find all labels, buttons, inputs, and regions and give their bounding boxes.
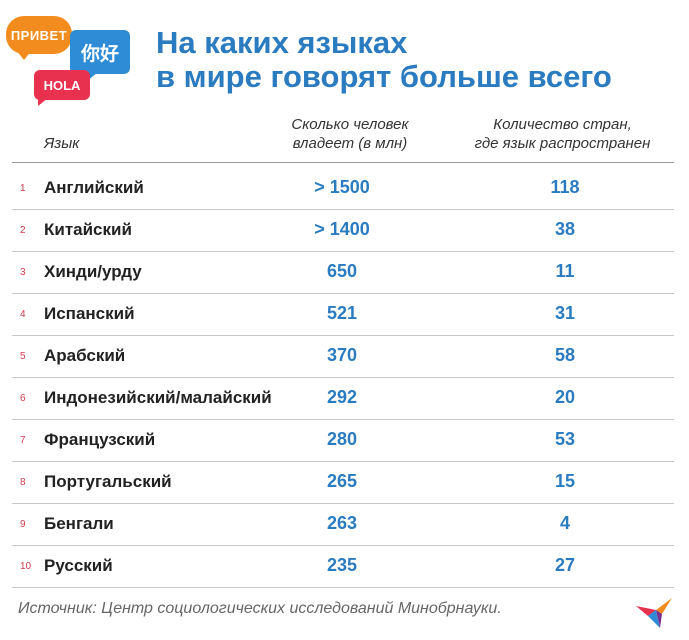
title-line-2: в мире говорят больше всего bbox=[156, 59, 612, 94]
header-divider bbox=[12, 162, 674, 163]
row-language: Китайский bbox=[44, 220, 132, 239]
row-speakers: 521 bbox=[326, 303, 358, 323]
row-rank: 5 bbox=[20, 351, 26, 362]
table-row: 6 Индонезийский/малайский 292 20 bbox=[12, 378, 674, 420]
row-speakers: 370 bbox=[326, 345, 358, 365]
privet-bubble: ПРИВЕТ bbox=[6, 16, 72, 54]
source-note: Источник: Центр социологических исследов… bbox=[18, 600, 502, 617]
table-row: 2 Китайский > 1400 38 bbox=[12, 210, 674, 252]
column-header-language: Язык bbox=[44, 135, 80, 152]
row-language: Бенгали bbox=[44, 514, 114, 533]
speakers-header-line-2: владеет (в млн) bbox=[292, 135, 408, 152]
row-countries: 38 bbox=[554, 219, 576, 239]
row-language: Индонезийский/малайский bbox=[44, 388, 272, 407]
table-row: 3 Хинди/урду 650 11 bbox=[12, 252, 674, 294]
row-rank: 2 bbox=[20, 225, 26, 236]
table-row: 1 Английский > 1500 118 bbox=[12, 168, 674, 210]
countries-header-line-1: Количество стран, bbox=[493, 116, 632, 133]
row-language: Хинди/урду bbox=[44, 262, 142, 281]
row-countries: 4 bbox=[559, 513, 570, 533]
row-countries: 58 bbox=[554, 345, 576, 365]
kp-bird-icon bbox=[636, 598, 672, 628]
table-row: 9 Бенгали 263 4 bbox=[12, 504, 674, 546]
row-rank: 10 bbox=[20, 561, 32, 572]
row-countries: 118 bbox=[550, 177, 580, 197]
row-speakers: 235 bbox=[326, 555, 358, 575]
row-rank: 7 bbox=[20, 435, 26, 446]
row-rank: 9 bbox=[20, 519, 26, 530]
row-speakers: 280 bbox=[326, 429, 358, 449]
row-countries: 20 bbox=[554, 387, 576, 407]
row-speakers: 292 bbox=[326, 387, 358, 407]
nihao-bubble: 你好 bbox=[70, 30, 130, 74]
row-countries: 11 bbox=[555, 261, 575, 281]
row-speakers: > 1500 bbox=[314, 177, 370, 197]
row-speakers: > 1400 bbox=[314, 219, 370, 239]
row-rank: 6 bbox=[20, 393, 26, 404]
row-speakers: 263 bbox=[326, 513, 358, 533]
row-language: Арабский bbox=[44, 346, 126, 365]
speakers-header-line-1: Сколько человек bbox=[291, 116, 409, 133]
row-countries: 15 bbox=[554, 471, 576, 491]
row-countries: 31 bbox=[554, 303, 576, 323]
column-header-countries: Количество стран, где язык распространен bbox=[440, 115, 685, 153]
column-header-speakers: Сколько человек владеет (в млн) bbox=[270, 115, 430, 153]
row-language: Английский bbox=[44, 178, 144, 197]
row-speakers: 650 bbox=[326, 261, 358, 281]
row-language: Португальский bbox=[44, 472, 172, 491]
row-countries: 27 bbox=[554, 555, 576, 575]
privet-bubble-tail bbox=[16, 50, 32, 60]
nihao-bubble-tail bbox=[86, 72, 98, 82]
title-line-1: На каких языках bbox=[156, 25, 408, 60]
row-speakers: 265 bbox=[326, 471, 358, 491]
row-countries: 53 bbox=[554, 429, 576, 449]
table-row: 4 Испанский 521 31 bbox=[12, 294, 674, 336]
page-title: На каких языках в мире говорят больше вс… bbox=[156, 26, 612, 94]
row-language: Испанский bbox=[44, 304, 135, 323]
row-rank: 1 bbox=[20, 183, 26, 194]
row-rank: 4 bbox=[20, 309, 26, 320]
row-language: Французский bbox=[44, 430, 156, 449]
row-rank: 3 bbox=[20, 267, 26, 278]
row-rank: 8 bbox=[20, 477, 26, 488]
hola-bubble-tail bbox=[38, 98, 48, 106]
row-language: Русский bbox=[44, 556, 113, 575]
table-row: 10 Русский 235 27 bbox=[12, 546, 674, 588]
table-row: 7 Французский 280 53 bbox=[12, 420, 674, 462]
hola-bubble: HOLA bbox=[34, 70, 90, 100]
countries-header-line-2: где язык распространен bbox=[474, 135, 651, 152]
table-row: 5 Арабский 370 58 bbox=[12, 336, 674, 378]
table-row: 8 Португальский 265 15 bbox=[12, 462, 674, 504]
